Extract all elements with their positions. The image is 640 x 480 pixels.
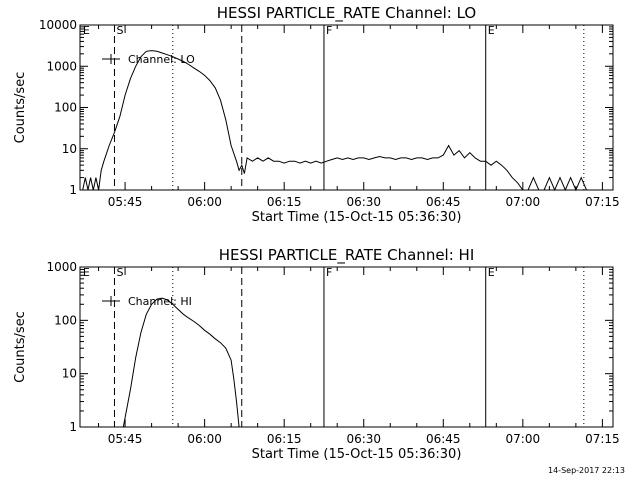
legend-label: Channel: HI <box>128 295 192 308</box>
x-tick-label: 06:45 <box>426 432 461 446</box>
x-tick-label: 05:45 <box>108 195 143 209</box>
x-tick-label: 07:15 <box>585 432 620 446</box>
x-tick-label: 06:00 <box>187 195 222 209</box>
x-axis-label: Start Time (15-Oct-15 05:36:30) <box>252 447 462 462</box>
x-tick-label: 06:00 <box>187 432 222 446</box>
event-marker-label: F <box>326 24 332 37</box>
chart-panel-0: HESSI PARTICLE_RATE Channel: LO 1 10 100 100… <box>13 4 620 225</box>
legend-label: Channel: LO <box>128 53 195 66</box>
x-axis-label: Start Time (15-Oct-15 05:36:30) <box>252 210 462 225</box>
x-tick-label: 06:30 <box>346 195 381 209</box>
event-marker-label: E <box>488 266 495 279</box>
series-line <box>122 297 240 428</box>
y-tick-label: 1 <box>69 420 77 434</box>
y-tick-label: 1000 <box>46 260 77 274</box>
event-marker-label: S <box>116 24 123 37</box>
y-axis-label: Counts/sec <box>13 72 28 144</box>
y-tick-label: 100 <box>54 101 77 115</box>
y-tick-label: 10 <box>62 142 77 156</box>
event-marker-label: F <box>326 266 332 279</box>
x-tick-label: 06:15 <box>267 432 302 446</box>
chart-panel-1: HESSI PARTICLE_RATE Channel: HI 1 10 100 100… <box>13 246 620 462</box>
event-marker-label: E <box>83 266 90 279</box>
chart-title: HESSI PARTICLE_RATE Channel: LO <box>217 4 476 23</box>
x-tick-label: 07:00 <box>506 432 541 446</box>
event-marker-label: S <box>116 266 123 279</box>
series-line <box>82 50 587 192</box>
x-tick-label: 05:45 <box>108 432 143 446</box>
plot-frame <box>79 266 614 428</box>
y-tick-label: 10 <box>62 367 77 381</box>
y-axis-label: Counts/sec <box>13 311 28 383</box>
x-tick-label: 07:00 <box>506 195 541 209</box>
x-tick-label: 06:30 <box>346 432 381 446</box>
y-tick-label: 100 <box>54 313 77 327</box>
y-tick-label: 1 <box>69 183 77 197</box>
x-tick-label: 07:15 <box>585 195 620 209</box>
event-marker-label: E <box>488 24 495 37</box>
x-tick-label: 06:15 <box>267 195 302 209</box>
y-tick-label: 1000 <box>46 59 77 73</box>
footer-timestamp: 14-Sep-2017 22:13 <box>548 466 625 475</box>
y-tick-label: 10000 <box>39 18 77 32</box>
x-tick-label: 06:45 <box>426 195 461 209</box>
event-marker-label: E <box>83 24 90 37</box>
chart-title: HESSI PARTICLE_RATE Channel: HI <box>219 246 475 265</box>
plot-frame <box>79 24 614 191</box>
